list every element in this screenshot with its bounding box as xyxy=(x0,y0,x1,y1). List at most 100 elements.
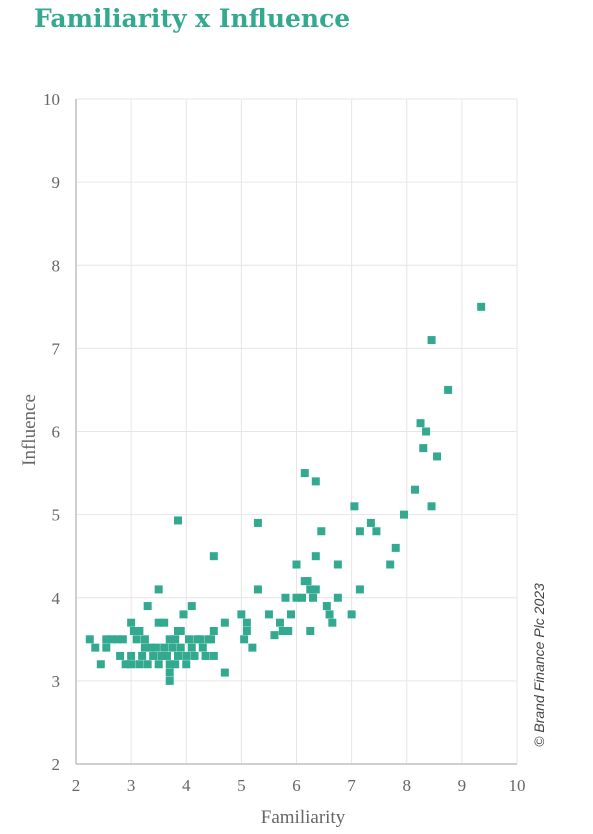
data-point-60 xyxy=(220,668,229,677)
data-point-91 xyxy=(328,618,337,627)
x-tick-label-6: 6 xyxy=(292,776,301,795)
data-point-74 xyxy=(284,627,293,635)
data-point-57 xyxy=(209,651,218,660)
data-point-21 xyxy=(143,602,152,611)
x-tick-label-3: 3 xyxy=(127,776,136,795)
data-point-94 xyxy=(347,610,356,619)
data-point-30 xyxy=(160,618,169,627)
data-point-59 xyxy=(209,552,218,561)
y-tick-label-5: 5 xyxy=(52,506,61,525)
data-point-36 xyxy=(168,643,177,652)
data-point-106 xyxy=(422,427,431,436)
data-point-17 xyxy=(138,651,147,660)
data-point-98 xyxy=(366,518,375,527)
data-point-72 xyxy=(278,627,287,635)
data-point-46 xyxy=(182,660,191,669)
data-point-26 xyxy=(154,585,163,594)
data-point-103 xyxy=(411,485,420,494)
data-point-34 xyxy=(165,668,174,677)
data-point-81 xyxy=(303,577,312,586)
data-point-65 xyxy=(242,618,251,627)
data-point-40 xyxy=(173,651,182,660)
x-tick-label-4: 4 xyxy=(182,776,191,795)
data-point-18 xyxy=(140,643,149,652)
data-point-80 xyxy=(300,469,309,478)
data-point-29 xyxy=(160,643,169,652)
data-point-83 xyxy=(306,585,315,594)
data-point-19 xyxy=(140,635,149,644)
data-point-96 xyxy=(355,527,364,536)
data-point-70 xyxy=(270,631,279,640)
data-point-102 xyxy=(399,510,408,519)
data-point-92 xyxy=(333,560,342,569)
data-point-64 xyxy=(242,627,251,635)
data-point-76 xyxy=(292,593,301,602)
data-point-41 xyxy=(173,516,182,525)
y-tick-label-8: 8 xyxy=(52,256,61,275)
data-point-77 xyxy=(292,560,301,569)
data-point-53 xyxy=(198,643,207,652)
data-point-9 xyxy=(121,660,130,669)
data-point-42 xyxy=(176,643,185,652)
data-point-4 xyxy=(102,643,111,652)
data-point-85 xyxy=(311,552,320,561)
data-point-50 xyxy=(190,651,199,660)
data-point-58 xyxy=(209,627,218,635)
data-point-0 xyxy=(85,635,94,644)
data-point-68 xyxy=(253,585,262,594)
data-point-22 xyxy=(146,643,155,652)
data-point-54 xyxy=(201,651,210,660)
x-tick-label-7: 7 xyxy=(347,776,356,795)
data-point-107 xyxy=(427,502,436,511)
data-point-14 xyxy=(132,635,141,644)
data-point-32 xyxy=(165,660,174,669)
data-point-95 xyxy=(350,502,359,511)
data-point-3 xyxy=(102,635,111,644)
data-point-35 xyxy=(165,676,174,685)
y-tick-label-4: 4 xyxy=(52,589,61,608)
data-point-75 xyxy=(286,610,295,619)
data-point-111 xyxy=(477,302,486,311)
data-point-2 xyxy=(96,660,105,669)
data-point-43 xyxy=(176,627,185,635)
data-point-66 xyxy=(248,643,257,652)
data-point-104 xyxy=(416,419,425,428)
data-point-12 xyxy=(127,618,136,627)
data-point-84 xyxy=(309,593,318,602)
data-point-90 xyxy=(325,610,334,619)
x-tick-label-9: 9 xyxy=(458,776,467,795)
y-tick-label-2: 2 xyxy=(52,755,61,774)
data-point-33 xyxy=(165,635,174,644)
data-point-16 xyxy=(135,627,144,635)
data-point-52 xyxy=(196,635,205,644)
y-tick-label-9: 9 xyxy=(52,173,61,192)
data-point-45 xyxy=(182,651,191,660)
data-point-108 xyxy=(427,336,436,345)
data-point-99 xyxy=(372,527,381,536)
data-point-100 xyxy=(386,560,395,569)
data-point-61 xyxy=(220,618,229,627)
data-point-110 xyxy=(444,385,453,394)
x-tick-label-5: 5 xyxy=(237,776,246,795)
y-tick-label-3: 3 xyxy=(52,672,61,691)
data-point-97 xyxy=(355,585,364,594)
y-tick-label-7: 7 xyxy=(52,339,61,358)
x-tick-label-8: 8 xyxy=(403,776,412,795)
data-point-11 xyxy=(127,660,136,669)
data-point-73 xyxy=(281,593,290,602)
x-axis-ticks: 2 3 4 5 6 7 8 9 10 xyxy=(72,776,526,795)
data-point-47 xyxy=(185,635,194,644)
data-point-10 xyxy=(127,651,136,660)
data-point-105 xyxy=(419,444,428,453)
data-point-56 xyxy=(207,635,216,644)
data-point-71 xyxy=(275,618,284,627)
data-point-69 xyxy=(264,610,273,619)
data-point-13 xyxy=(129,627,138,635)
data-point-37 xyxy=(171,635,180,644)
data-point-78 xyxy=(298,593,307,602)
data-point-7 xyxy=(116,651,125,660)
scatter-points xyxy=(85,302,486,685)
data-point-67 xyxy=(253,518,262,527)
x-tick-label-10: 10 xyxy=(509,776,526,795)
